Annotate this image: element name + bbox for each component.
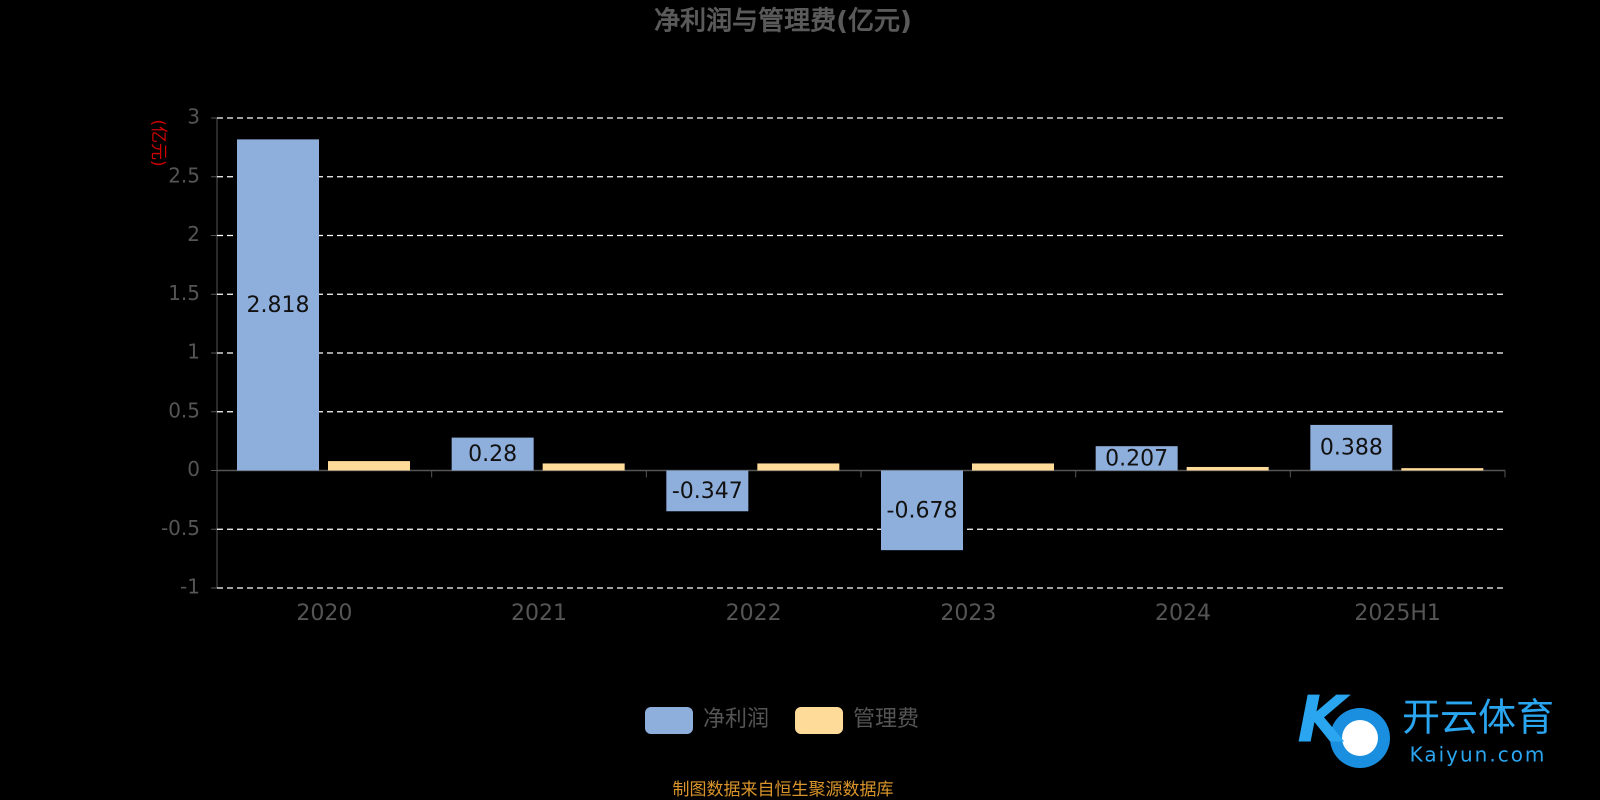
x-tick-label: 2023 bbox=[940, 601, 996, 626]
y-axis-label: (亿元) bbox=[148, 119, 168, 166]
bar bbox=[451, 437, 534, 471]
x-tick-label: 2022 bbox=[726, 601, 782, 626]
footer: 制图数据来自恒生聚源数据库 bbox=[673, 780, 894, 800]
data-label: 2.818 bbox=[247, 293, 310, 318]
y-tick-label: 1.5 bbox=[168, 281, 200, 305]
watermark: K 开云体育 Kaiyun.com bbox=[1297, 684, 1554, 768]
data-label: -0.347 bbox=[672, 479, 743, 504]
y-tick-label: 1 bbox=[187, 340, 200, 364]
watermark-name: 开云体育 bbox=[1402, 696, 1554, 740]
bar bbox=[1186, 466, 1269, 471]
data-label: -0.678 bbox=[887, 498, 958, 523]
y-tick-label: -0.5 bbox=[161, 516, 200, 540]
data-label: 0.28 bbox=[468, 442, 517, 467]
y-tick-label: 2.5 bbox=[168, 163, 200, 187]
legend-label: 管理费 bbox=[853, 707, 919, 732]
bar bbox=[1401, 468, 1484, 471]
x-tick-label: 2021 bbox=[511, 601, 567, 626]
legend-label: 净利润 bbox=[703, 707, 769, 732]
bar bbox=[542, 463, 625, 471]
y-tick-label: -1 bbox=[180, 575, 200, 599]
y-tick-label: 0.5 bbox=[168, 398, 200, 422]
bar bbox=[972, 463, 1054, 471]
bar bbox=[666, 470, 749, 512]
logo-ball-inner bbox=[1342, 720, 1378, 756]
watermark-url: Kaiyun.com bbox=[1410, 743, 1547, 767]
y-tick-label: 3 bbox=[187, 105, 200, 129]
y-tick-label: 0 bbox=[187, 457, 200, 481]
x-tick-label: 2025H1 bbox=[1354, 601, 1441, 626]
bar bbox=[881, 470, 963, 551]
bar bbox=[328, 461, 410, 471]
legend-swatch bbox=[795, 707, 844, 734]
bar bbox=[237, 139, 319, 471]
bar bbox=[1095, 446, 1178, 471]
data-label: 0.207 bbox=[1105, 446, 1168, 471]
bar bbox=[757, 463, 840, 471]
x-tick-label: 2020 bbox=[296, 601, 352, 626]
y-tick-label: 2 bbox=[187, 222, 200, 246]
legend-swatch bbox=[645, 707, 693, 734]
logo-k: K bbox=[1297, 684, 1351, 758]
x-tick-label: 2024 bbox=[1155, 601, 1211, 626]
data-label: 0.388 bbox=[1320, 436, 1383, 461]
bar bbox=[1310, 424, 1393, 471]
chart-title: 净利润与管理费(亿元) bbox=[654, 6, 912, 37]
